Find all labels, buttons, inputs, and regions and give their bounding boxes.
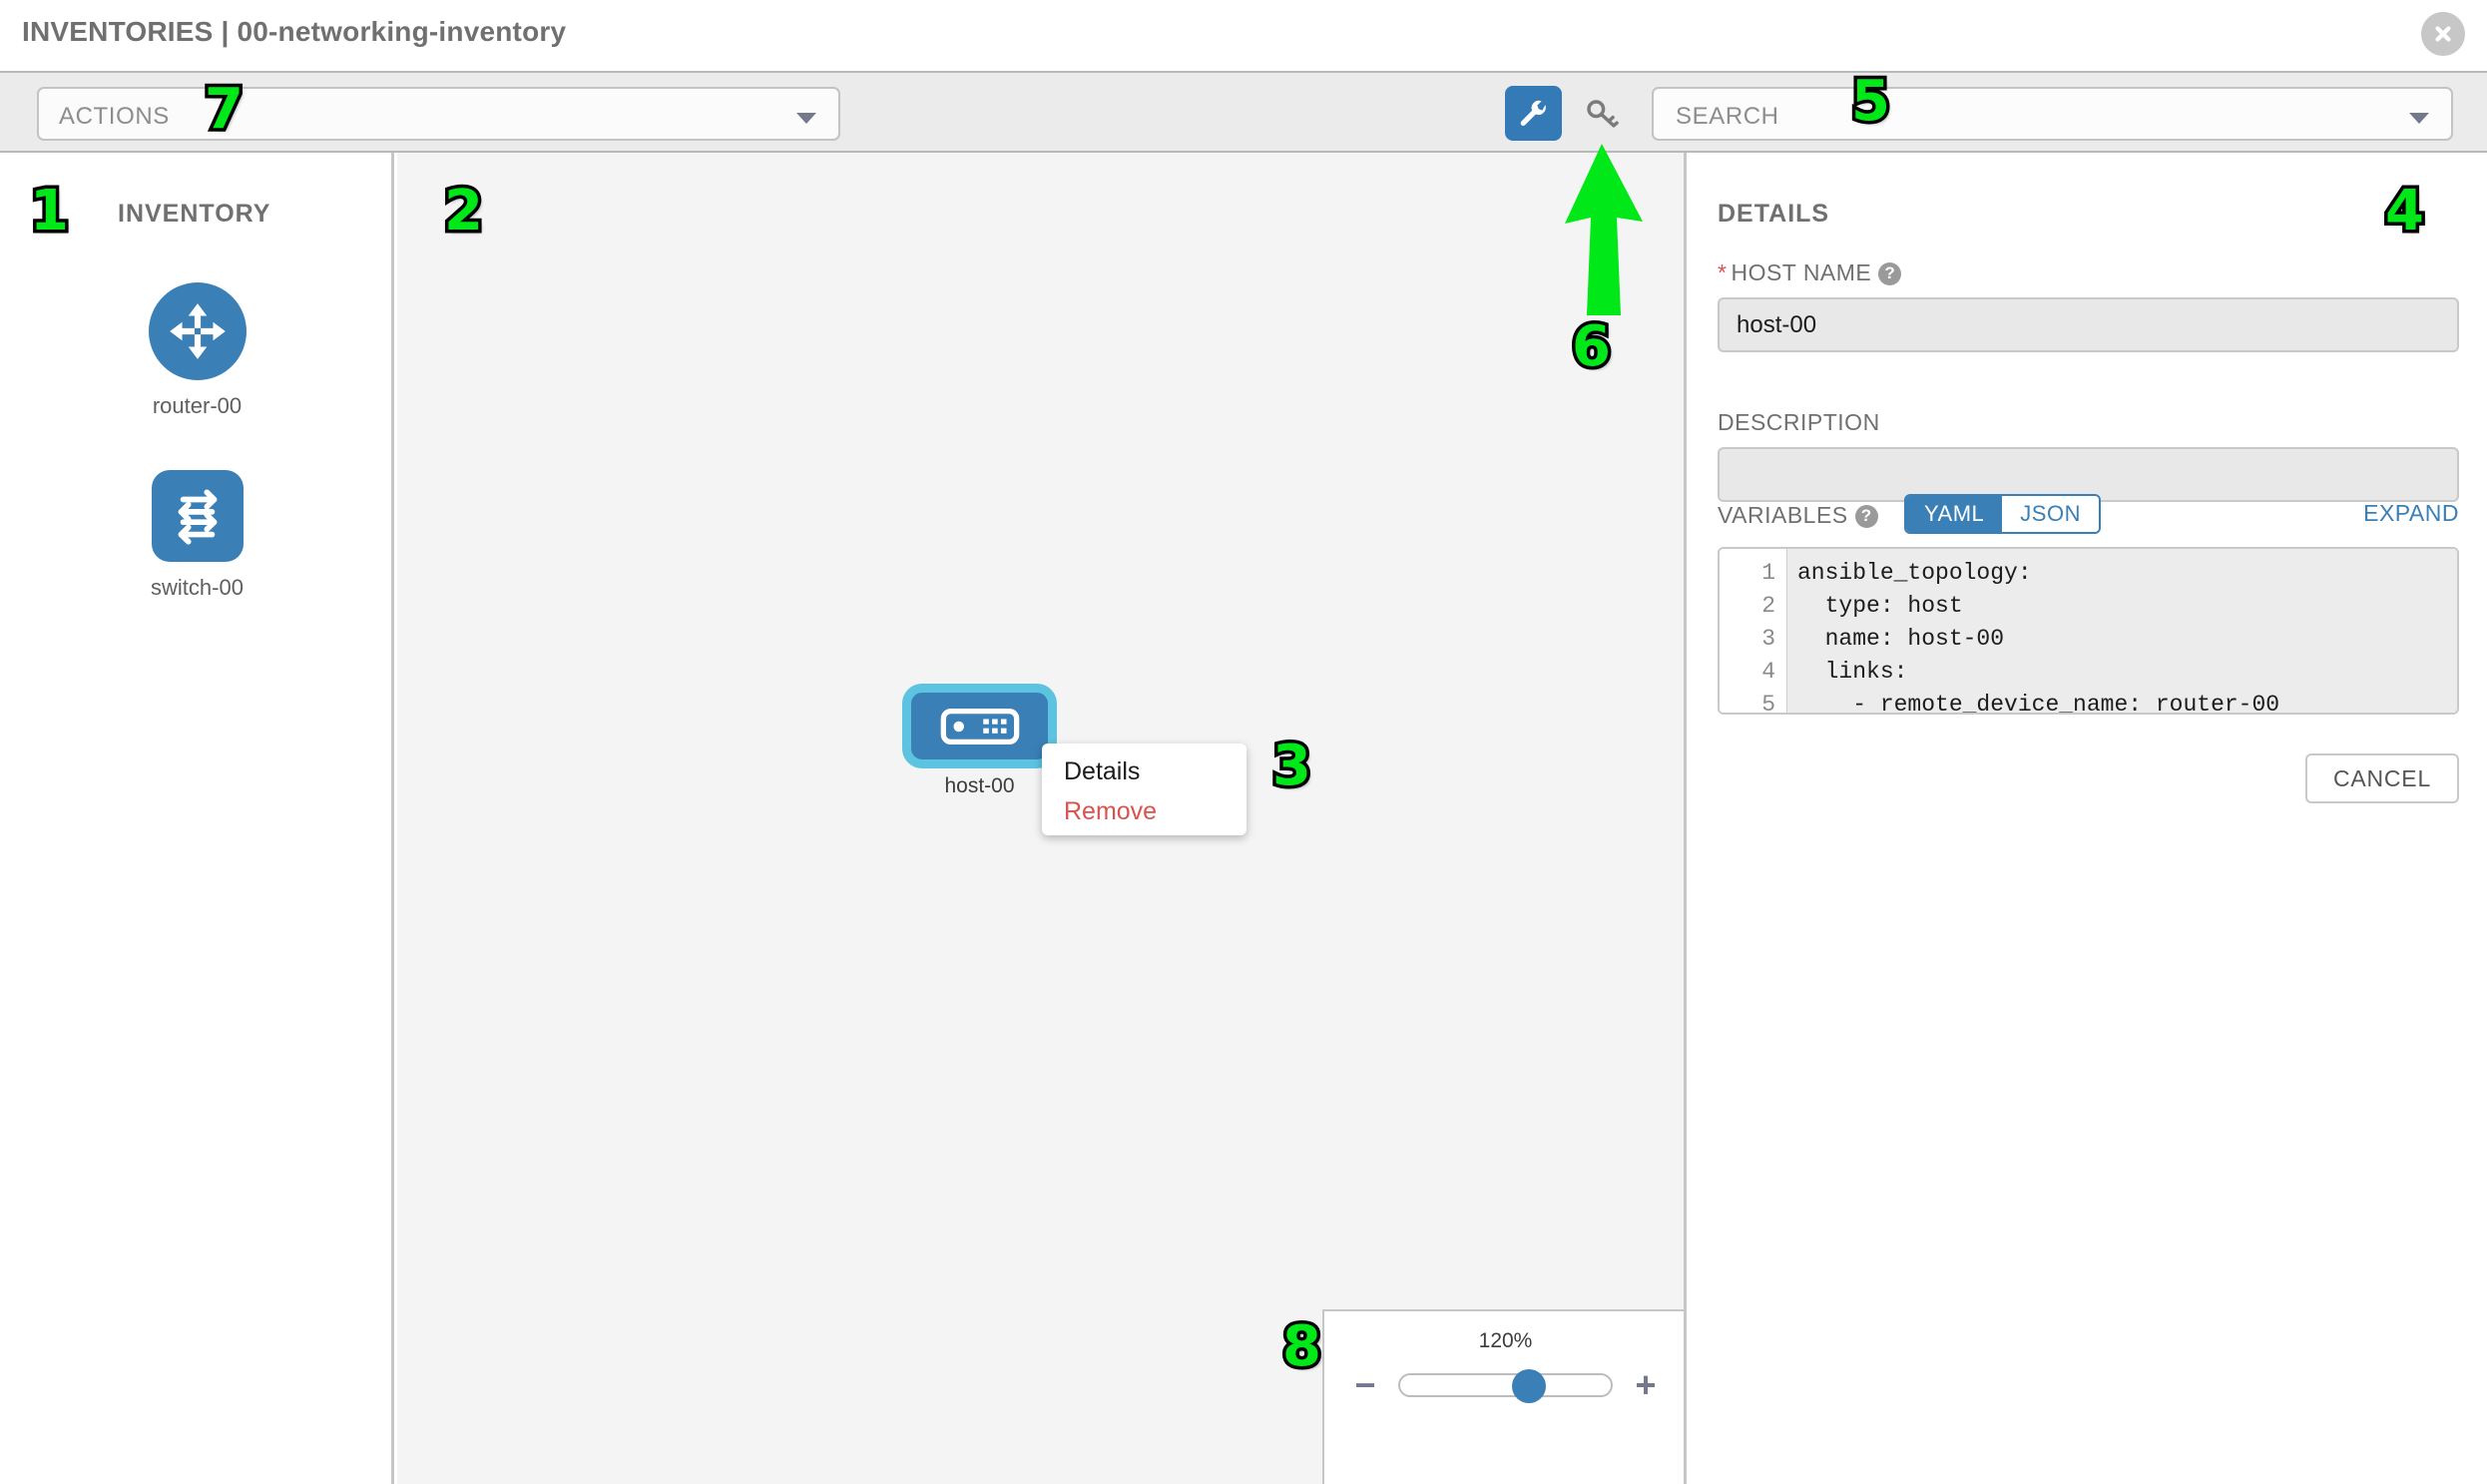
wrench-icon — [1520, 100, 1546, 126]
description-label: DESCRIPTION — [1718, 409, 1880, 435]
zoom-control-row: − + — [1324, 1364, 1684, 1405]
details-panel: DETAILS * HOST NAME? host-00 DESCRIPTION … — [1690, 153, 2487, 1484]
close-button[interactable] — [2421, 12, 2465, 56]
code-line: type: host — [1797, 593, 1963, 619]
zoom-slider[interactable] — [1398, 1369, 1613, 1403]
code-line: name: host-00 — [1797, 626, 2005, 652]
details-panel-title: DETAILS — [1718, 200, 1830, 228]
title-bar: INVENTORIES | 00-networking-inventory — [0, 0, 2487, 71]
zoom-in-button[interactable]: + — [1635, 1364, 1657, 1405]
switch-icon — [178, 489, 217, 545]
search-placeholder: SEARCH — [1676, 103, 1779, 130]
node-context-menu: Details Remove — [1042, 743, 1246, 835]
host-name-label-text: HOST NAME — [1731, 259, 1872, 285]
toolbar: ACTIONS SEARCH — [0, 71, 2487, 153]
chevron-down-icon — [796, 113, 816, 124]
context-menu-item-details[interactable]: Details — [1064, 757, 1141, 785]
inventory-item-label: switch-00 — [151, 575, 244, 600]
line-number: 4 — [1761, 659, 1775, 685]
required-marker: * — [1718, 259, 1728, 285]
line-number: 2 — [1761, 593, 1775, 619]
search-chevron-down-icon[interactable] — [2409, 113, 2429, 124]
expand-variables-link[interactable]: EXPAND — [2363, 500, 2459, 526]
host-name-label: * HOST NAME? — [1718, 259, 1902, 286]
host-device-icon — [940, 708, 1019, 744]
help-icon[interactable]: ? — [1854, 504, 1878, 528]
format-toggle-yaml[interactable]: YAML — [1906, 496, 2003, 532]
inventory-item-label: router-00 — [152, 393, 243, 418]
inventory-item-router-00[interactable]: router-00 — [0, 282, 394, 419]
switch-icon-container — [151, 470, 244, 562]
line-number: 3 — [1761, 626, 1775, 652]
node-shape-selected[interactable] — [902, 684, 1057, 768]
node-label: host-00 — [944, 774, 1015, 797]
code-line: - remote_device_name: router-00 — [1797, 692, 2280, 713]
variables-label-text: VARIABLES — [1718, 502, 1848, 528]
cancel-button[interactable]: CANCEL — [2305, 753, 2459, 803]
host-name-value: host-00 — [1737, 310, 1817, 338]
zoom-control-panel: 120% − + — [1322, 1309, 1684, 1484]
format-toggle-json[interactable]: JSON — [2002, 496, 2099, 532]
actions-dropdown-label: ACTIONS — [59, 103, 170, 130]
router-icon-container — [148, 282, 247, 380]
zoom-level-value: 120% — [1478, 1329, 1533, 1352]
credentials-button[interactable] — [1576, 88, 1628, 140]
actions-dropdown[interactable]: ACTIONS — [37, 87, 840, 141]
line-number: 5 — [1761, 692, 1775, 715]
host-name-field[interactable]: host-00 — [1718, 297, 2459, 352]
zoom-slider-thumb[interactable] — [1512, 1369, 1546, 1403]
router-icon — [169, 303, 226, 359]
code-content[interactable]: ansible_topology: type: host name: host-… — [1787, 549, 2457, 713]
code-line: ansible_topology: — [1797, 560, 2032, 586]
close-icon — [2435, 26, 2451, 42]
topology-node-host-00[interactable]: host-00 — [902, 684, 1057, 798]
key-icon — [1587, 100, 1619, 128]
context-menu-item-remove[interactable]: Remove — [1064, 797, 1158, 825]
inventory-panel-title: INVENTORY — [118, 200, 271, 228]
search-input[interactable]: SEARCH — [1652, 87, 2453, 141]
zoom-out-button[interactable]: − — [1354, 1364, 1376, 1405]
line-number: 1 — [1761, 560, 1775, 586]
variables-code-editor[interactable]: 1 2 3 4 5 6 7 ansible_topology: type: ho… — [1718, 547, 2459, 715]
variables-label: VARIABLES? — [1718, 502, 1878, 529]
help-icon[interactable]: ? — [1878, 261, 1902, 285]
code-gutter: 1 2 3 4 5 6 7 — [1720, 549, 1787, 713]
toolbox-button[interactable] — [1505, 86, 1562, 141]
inventory-item-switch-00[interactable]: switch-00 — [0, 470, 394, 601]
page-title: INVENTORIES | 00-networking-inventory — [22, 16, 567, 47]
topology-canvas[interactable]: host-00 Details Remove 120% − + — [397, 153, 1687, 1484]
inventory-panel: INVENTORY router-00 — [0, 153, 394, 1484]
code-line: links: — [1797, 659, 1908, 685]
variables-format-toggle: YAML JSON — [1904, 494, 2101, 534]
